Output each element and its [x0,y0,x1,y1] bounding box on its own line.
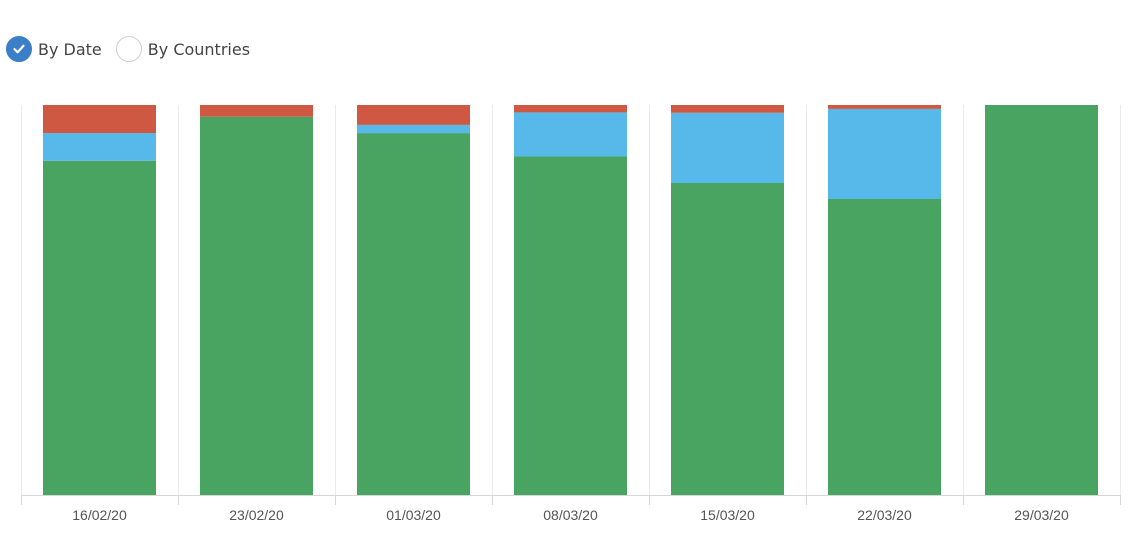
bar-segment-2-4[interactable] [514,112,627,157]
bar-segment-1-1[interactable] [43,160,156,495]
view-toggle-group: By Date By Countries [6,34,264,64]
by-date-radio[interactable]: By Date [6,36,102,62]
x-tick-label: 08/03/20 [543,507,598,523]
bar-segment-1-2[interactable] [200,116,313,495]
bar-segment-2-3[interactable] [357,124,470,134]
bar-segment-3-4[interactable] [514,105,627,113]
axis-layer: 16/02/20 23/02/20 01/03/20 08/03/20 15/03/20… [21,495,1121,523]
by-countries-label: By Countries [147,39,251,59]
x-tick-label: 22/03/20 [857,507,912,523]
bar-segment-1-5[interactable] [671,183,784,495]
bar-segment-1-3[interactable] [357,133,470,495]
x-tick-label: 16/02/20 [72,507,127,523]
by-date-label: By Date [38,39,102,59]
bar-segment-2-6[interactable] [828,108,941,199]
radio-empty-icon [115,36,142,62]
bar-segment-2-5[interactable] [671,112,784,183]
x-tick-label: 15/03/20 [700,507,755,523]
bar-segment-3-2[interactable] [200,105,313,117]
bar-segment-2-1[interactable] [43,133,156,161]
x-tick-label: 01/03/20 [386,507,441,523]
bar-segment-1-6[interactable] [828,198,941,496]
bar-layer [43,105,1098,496]
bar-segment-3-1[interactable] [43,105,156,134]
checkmark-icon [6,36,32,62]
bar-segment-3-3[interactable] [357,105,470,125]
x-tick-label: 29/03/20 [1014,507,1069,523]
x-tick-label: 23/02/20 [229,507,284,523]
bar-segment-3-5[interactable] [671,105,784,113]
bar-segment-1-4[interactable] [514,156,627,496]
bar-segment-3-6[interactable] [828,105,941,109]
bar-segment-1-7[interactable] [985,105,1098,495]
by-countries-radio[interactable]: By Countries [115,36,251,62]
grid-layer [21,105,1121,495]
